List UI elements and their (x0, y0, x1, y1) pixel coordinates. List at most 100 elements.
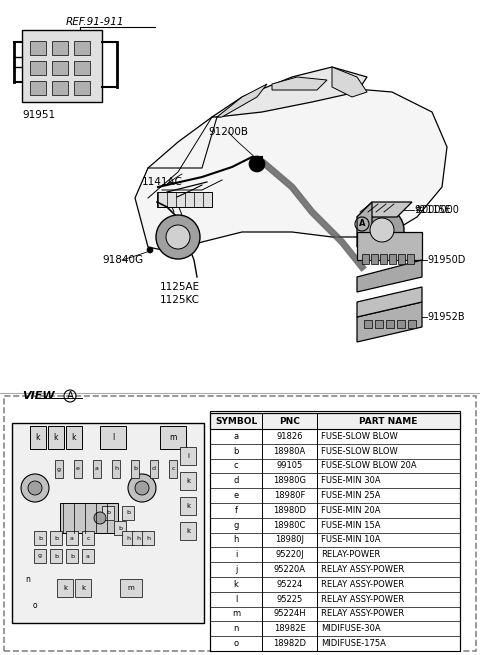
Text: FUSE-MIN 20A: FUSE-MIN 20A (321, 506, 381, 515)
Text: 95220J: 95220J (275, 550, 304, 559)
Bar (82, 549, 94, 563)
Text: 91951: 91951 (22, 110, 55, 120)
Text: h: h (136, 536, 140, 540)
Text: PNC: PNC (279, 417, 300, 426)
Text: k: k (72, 432, 76, 441)
Circle shape (156, 215, 200, 259)
Text: b: b (233, 447, 239, 456)
Polygon shape (272, 77, 327, 90)
Text: 18980G: 18980G (273, 476, 306, 485)
Circle shape (249, 156, 265, 172)
Text: k: k (234, 580, 239, 589)
Text: d: d (233, 476, 239, 485)
Text: c: c (234, 462, 238, 470)
Text: 18980F: 18980F (274, 491, 305, 500)
Text: f: f (235, 506, 238, 515)
Bar (75, 579, 91, 597)
Bar (57, 579, 73, 597)
Text: FUSE-MIN 15A: FUSE-MIN 15A (321, 521, 381, 530)
Text: a: a (86, 553, 90, 559)
Bar (132, 531, 144, 545)
Text: 18980J: 18980J (275, 536, 304, 544)
Text: m: m (232, 610, 240, 618)
Text: h: h (233, 536, 239, 544)
Text: RELAY ASSY-POWER: RELAY ASSY-POWER (321, 595, 404, 604)
Bar (30, 61, 46, 75)
Bar (169, 460, 177, 478)
Bar (398, 254, 405, 264)
Text: MIDIFUSE-30A: MIDIFUSE-30A (321, 624, 381, 633)
Text: 99105: 99105 (276, 462, 302, 470)
Text: a: a (233, 432, 239, 441)
Circle shape (360, 208, 404, 252)
Bar (157, 192, 212, 207)
Bar (407, 254, 414, 264)
Bar (74, 41, 90, 55)
Bar (210, 411, 460, 651)
Polygon shape (135, 87, 447, 252)
Bar (122, 506, 134, 520)
Text: k: k (186, 478, 190, 484)
Text: FUSE-MIN 30A: FUSE-MIN 30A (321, 476, 381, 485)
Text: b: b (38, 536, 42, 540)
Text: 18980A: 18980A (274, 447, 306, 456)
Polygon shape (357, 302, 422, 342)
Bar (122, 531, 134, 545)
Text: b: b (133, 466, 137, 472)
Text: 91200B: 91200B (208, 127, 248, 137)
Bar (50, 549, 62, 563)
Text: b: b (126, 510, 130, 515)
Bar (131, 460, 139, 478)
Bar (364, 320, 372, 328)
Bar (22, 30, 102, 102)
Bar (74, 61, 90, 75)
Text: l: l (112, 432, 114, 441)
Bar (74, 81, 90, 95)
Text: k: k (54, 432, 58, 441)
Circle shape (88, 506, 112, 530)
Text: 91115E: 91115E (414, 205, 451, 215)
Text: h: h (114, 466, 118, 472)
Text: o: o (233, 639, 239, 648)
Text: RELAY-POWER: RELAY-POWER (321, 550, 380, 559)
Text: 91952B: 91952B (427, 312, 465, 322)
Text: 95224H: 95224H (273, 610, 306, 618)
Bar (362, 254, 369, 264)
Text: PART NAME: PART NAME (360, 417, 418, 426)
Text: RELAY ASSY-POWER: RELAY ASSY-POWER (321, 580, 404, 589)
Bar (12, 423, 204, 623)
Text: 91950D: 91950D (427, 255, 466, 265)
Bar (66, 426, 82, 449)
Polygon shape (357, 287, 422, 317)
Text: RELAY ASSY-POWER: RELAY ASSY-POWER (321, 565, 404, 574)
Bar (30, 426, 46, 449)
Text: REF.91-911: REF.91-911 (66, 17, 124, 27)
Bar (386, 320, 394, 328)
Text: g: g (233, 521, 239, 530)
Bar (397, 320, 405, 328)
Text: k: k (81, 585, 85, 591)
Bar (74, 460, 82, 478)
Text: A: A (359, 219, 365, 229)
Bar (34, 531, 46, 545)
Bar (60, 503, 118, 533)
Polygon shape (357, 202, 412, 217)
Bar (102, 506, 114, 520)
Circle shape (28, 481, 42, 495)
Bar (120, 579, 142, 597)
Circle shape (370, 218, 394, 242)
Bar (389, 254, 396, 264)
Text: 18982D: 18982D (273, 639, 306, 648)
Text: a: a (70, 536, 74, 540)
Bar (66, 549, 78, 563)
Bar (375, 320, 383, 328)
Text: c: c (171, 466, 175, 472)
Bar (4, 396, 476, 651)
Bar (114, 521, 126, 535)
Bar (180, 522, 196, 540)
Bar (34, 549, 46, 563)
Text: 95220A: 95220A (274, 565, 305, 574)
Text: SYMBOL: SYMBOL (215, 417, 257, 426)
Text: h: h (126, 536, 130, 540)
Text: n: n (233, 624, 239, 633)
